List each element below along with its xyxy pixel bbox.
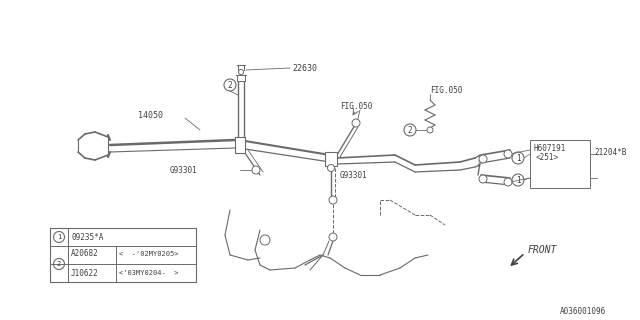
Circle shape — [239, 69, 243, 75]
Text: <'03MY0204-  >: <'03MY0204- > — [119, 270, 179, 276]
Circle shape — [352, 119, 360, 127]
Circle shape — [504, 178, 512, 186]
Text: 2: 2 — [57, 261, 61, 267]
Text: 2: 2 — [408, 125, 412, 134]
Text: 1: 1 — [516, 175, 520, 185]
Text: 2: 2 — [228, 81, 232, 90]
Circle shape — [329, 233, 337, 241]
Text: A20682: A20682 — [71, 250, 99, 259]
FancyBboxPatch shape — [237, 75, 245, 81]
Text: 1: 1 — [516, 154, 520, 163]
Text: 22630: 22630 — [292, 63, 317, 73]
Text: 1: 1 — [57, 234, 61, 240]
Text: FIG.050: FIG.050 — [340, 101, 372, 110]
Text: <251>: <251> — [536, 153, 559, 162]
Circle shape — [479, 155, 487, 163]
Text: A036001096: A036001096 — [560, 308, 606, 316]
FancyBboxPatch shape — [530, 140, 590, 188]
Text: G93301: G93301 — [340, 171, 368, 180]
Circle shape — [504, 150, 512, 158]
Circle shape — [260, 235, 270, 245]
Circle shape — [479, 175, 487, 183]
Circle shape — [427, 127, 433, 133]
FancyBboxPatch shape — [50, 228, 196, 282]
Text: 09235*A: 09235*A — [71, 233, 104, 242]
Text: <  -'02MY0205>: < -'02MY0205> — [119, 251, 179, 257]
Text: J10622: J10622 — [71, 268, 99, 277]
Circle shape — [328, 164, 335, 172]
Text: H607191: H607191 — [534, 143, 566, 153]
FancyBboxPatch shape — [325, 152, 337, 166]
Text: 21204*B: 21204*B — [594, 148, 627, 156]
Text: 14050: 14050 — [138, 110, 163, 119]
Circle shape — [329, 196, 337, 204]
Text: FIG.050: FIG.050 — [430, 85, 462, 94]
Text: FRONT: FRONT — [528, 245, 557, 255]
Text: G93301: G93301 — [170, 165, 198, 174]
Circle shape — [252, 166, 260, 174]
FancyBboxPatch shape — [235, 137, 245, 153]
